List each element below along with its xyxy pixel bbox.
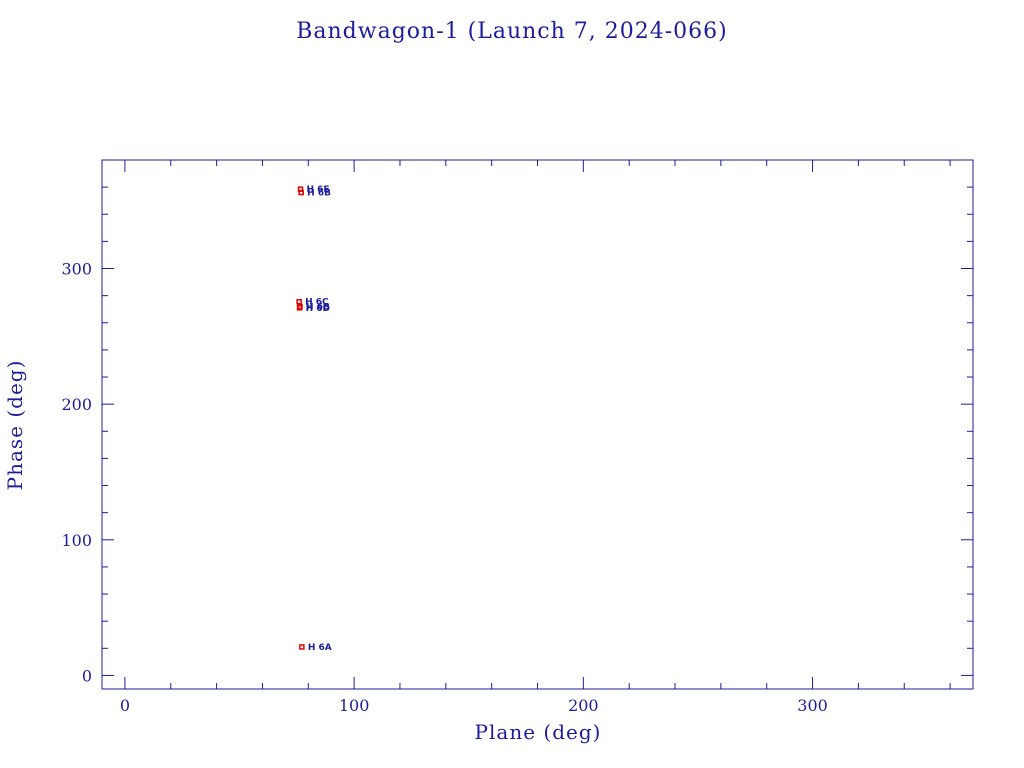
data-point-label: H 6A [308, 643, 332, 653]
y-tick-label: 300 [61, 260, 92, 279]
y-tick-label: 0 [82, 666, 92, 685]
data-point-marker [296, 305, 303, 311]
chart-title: Bandwagon-1 (Launch 7, 2024-066) [296, 19, 728, 44]
y-tick-label: 100 [61, 531, 92, 550]
data-point-label: H 6D [306, 304, 330, 314]
x-axis-label: Plane (deg) [475, 720, 602, 744]
data-point-label: H 6B [307, 189, 331, 199]
x-tick-label: 0 [120, 696, 130, 715]
data-point-label: H 6C [305, 298, 329, 308]
data-point-label: H 6B [306, 302, 330, 312]
data-point-marker [296, 298, 302, 305]
y-axis-label: Phase (deg) [3, 360, 27, 491]
x-tick-label: 200 [568, 696, 599, 715]
data-point-marker [298, 189, 304, 196]
data-point-label: H 6E [306, 185, 329, 195]
plot-frame [101, 159, 974, 690]
tick-labels: 0 100 200 300 0 100 200 300 [61, 260, 827, 715]
x-tick-label: 300 [797, 696, 828, 715]
data-point-marker [299, 644, 305, 650]
y-tick-label: 200 [61, 395, 92, 414]
axis-ticks [102, 160, 973, 689]
data-points: H 6AH 6CH 6BH 6DH 6EH 6B [296, 185, 332, 653]
x-tick-label: 100 [339, 696, 370, 715]
